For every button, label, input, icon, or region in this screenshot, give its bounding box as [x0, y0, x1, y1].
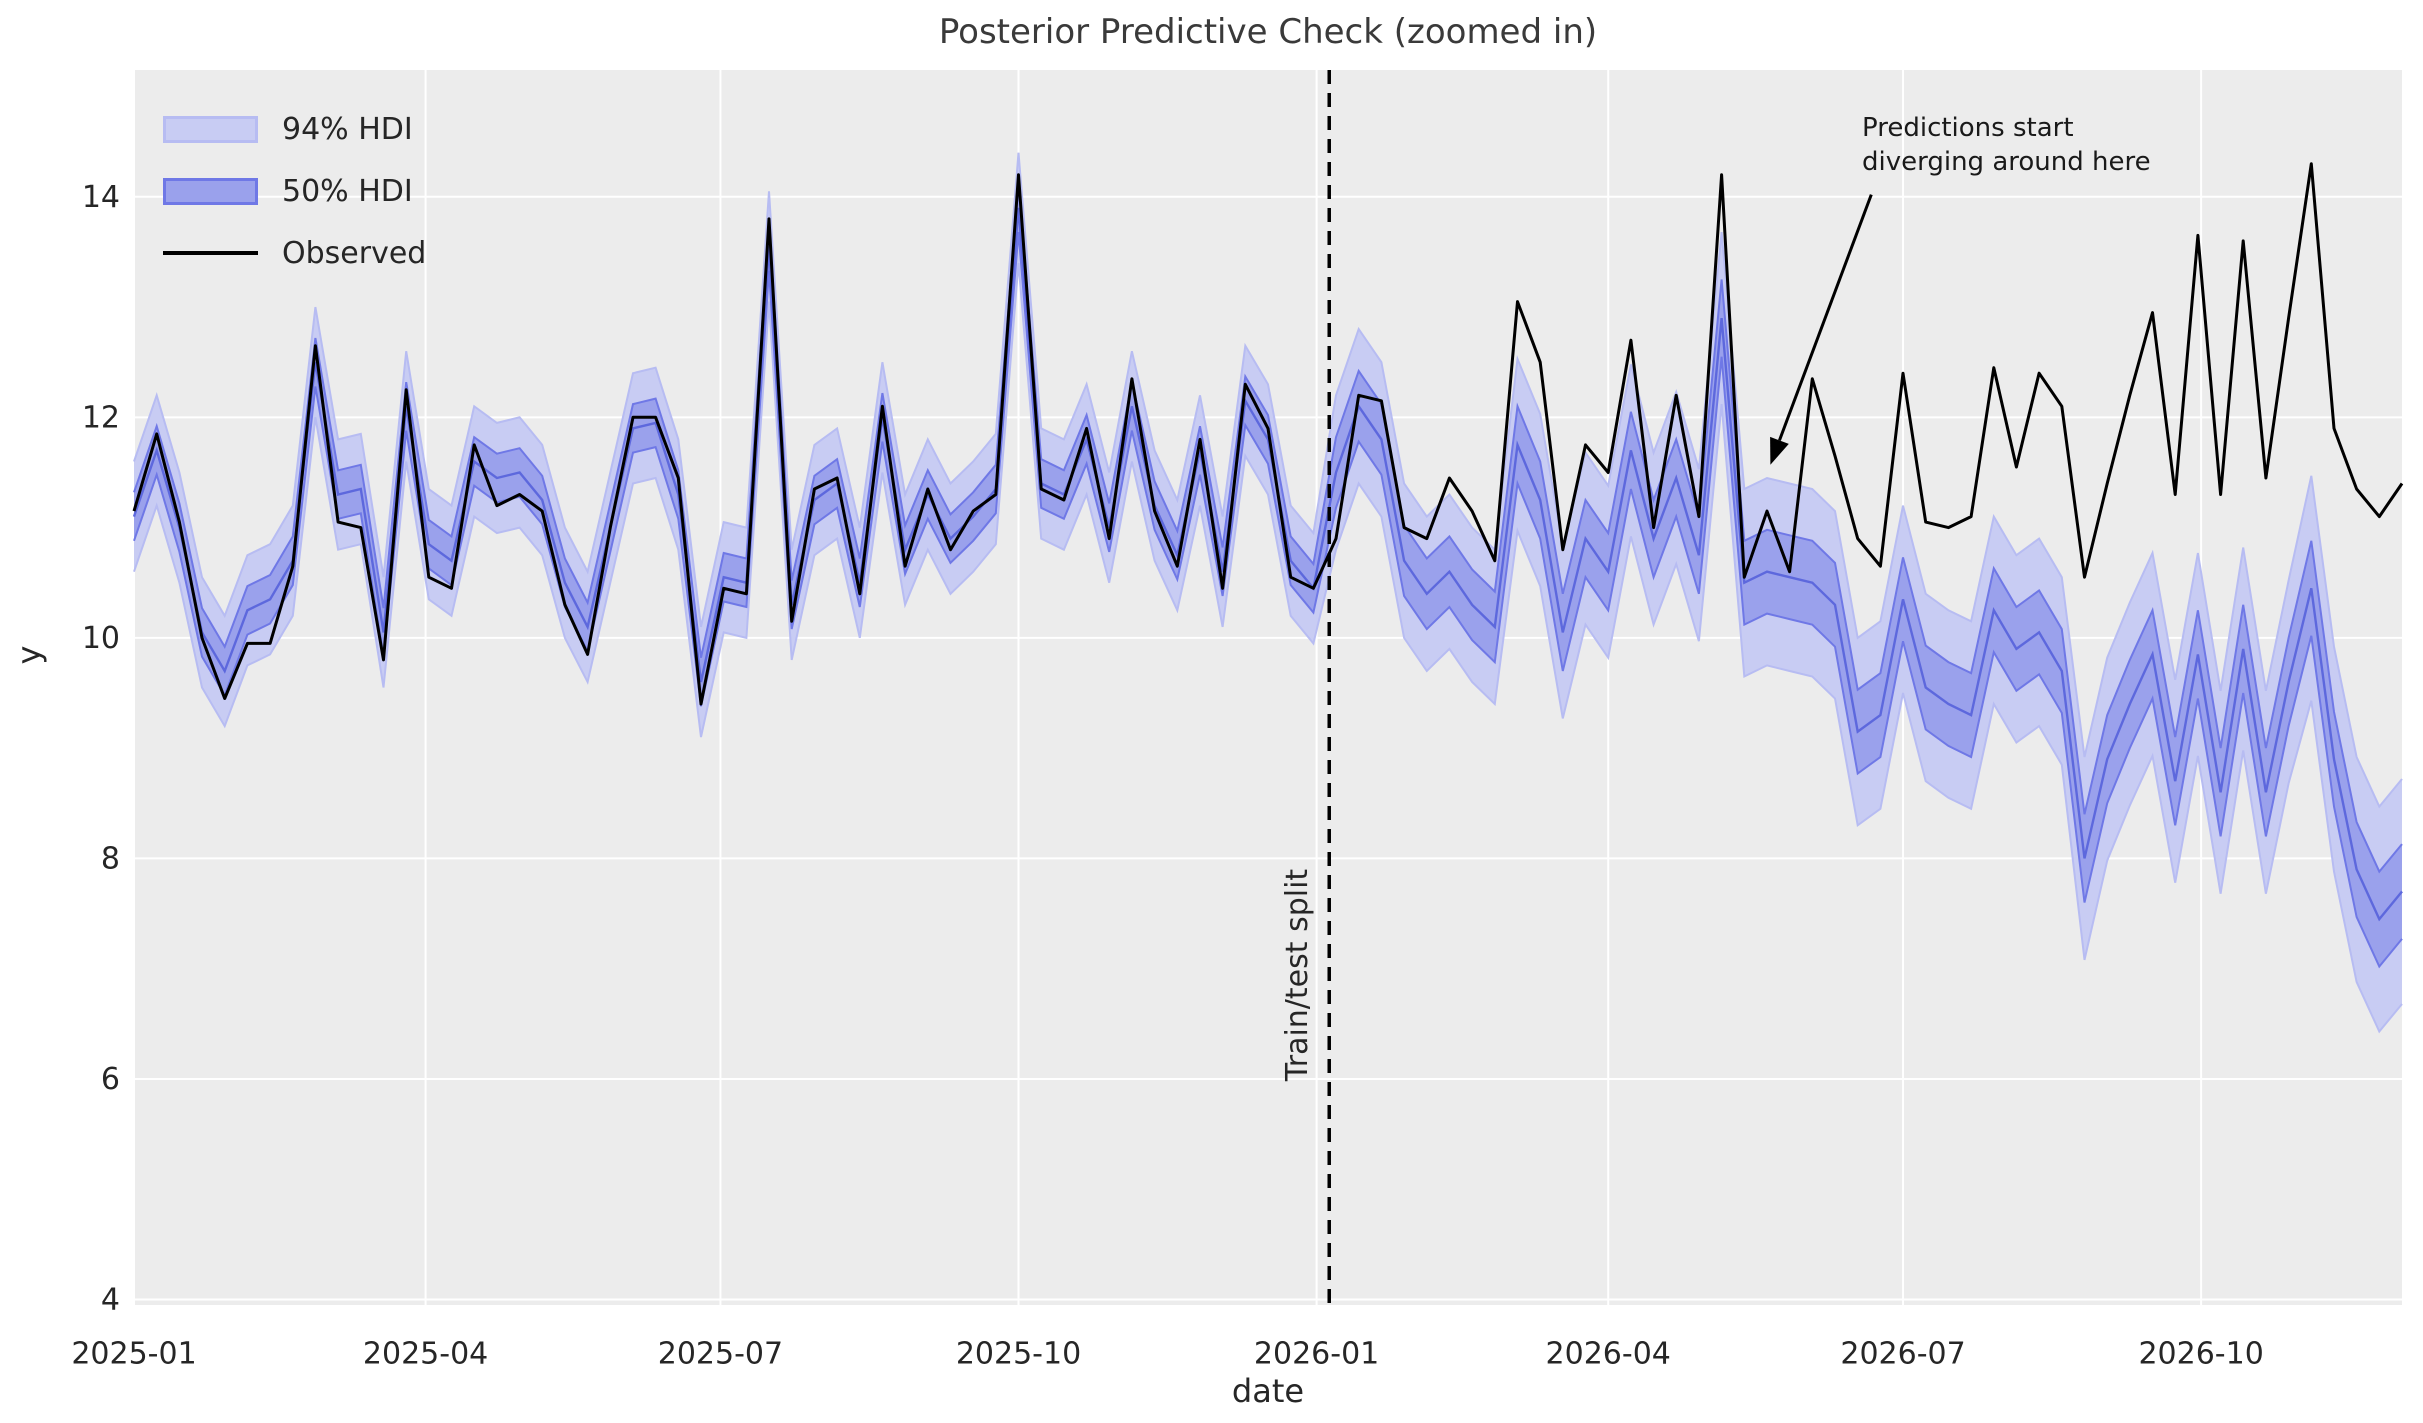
annotation-arrowhead-icon — [1770, 436, 1789, 465]
diverge-annotation: Predictions start diverging around here — [1862, 112, 2151, 180]
legend-label-hdi50: 50% HDI — [282, 173, 413, 209]
y-tick-label: 4 — [101, 1282, 120, 1317]
y-tick-label: 14 — [82, 180, 120, 215]
observed-line-icon — [163, 251, 258, 255]
x-tick-label: 2026-01 — [1254, 1337, 1379, 1372]
y-tick-label: 8 — [101, 841, 120, 876]
observed-line — [132, 162, 2404, 706]
x-axis-label: date — [1231, 1372, 1305, 1410]
y-tick-label: 10 — [82, 621, 120, 656]
legend-item-hdi50: 50% HDI — [163, 160, 426, 222]
predicted-median-line — [132, 207, 2403, 922]
legend-item-observed: Observed — [163, 222, 426, 284]
hdi94-band — [134, 152, 2402, 1032]
legend-item-hdi94: 94% HDI — [163, 98, 426, 160]
x-tick-label: 2025-10 — [956, 1337, 1081, 1372]
y-axis-label: y — [10, 645, 48, 665]
x-tick-label: 2025-07 — [658, 1337, 783, 1372]
hdi50-upper-edge — [133, 183, 2403, 874]
x-tick-label: 2025-01 — [71, 1337, 196, 1372]
diverge-annotation-line1: Predictions start — [1862, 113, 2074, 143]
hdi94-upper-edge — [133, 152, 2403, 809]
hdi94-swatch-icon — [163, 115, 258, 143]
y-tick-label: 12 — [82, 400, 120, 435]
hdi94-lower-edge — [133, 262, 2403, 1034]
hdi50-swatch-icon — [163, 177, 258, 205]
train-test-split-label: Train/test split — [1280, 868, 1315, 1082]
x-tick-label: 2026-04 — [1546, 1337, 1671, 1372]
annotation-arrow-shaft — [1778, 194, 1873, 441]
x-tick-label: 2025-04 — [363, 1337, 488, 1372]
chart-title: Posterior Predictive Check (zoomed in) — [938, 12, 1598, 52]
legend-label-hdi94: 94% HDI — [282, 111, 413, 147]
x-tick-label: 2026-07 — [1840, 1337, 1965, 1372]
legend: 94% HDI 50% HDI Observed — [163, 98, 426, 284]
diverge-annotation-line2: diverging around here — [1862, 146, 2151, 177]
x-tick-label: 2026-10 — [2138, 1337, 2263, 1372]
legend-label-observed: Observed — [282, 235, 427, 271]
y-tick-label: 6 — [101, 1062, 120, 1097]
